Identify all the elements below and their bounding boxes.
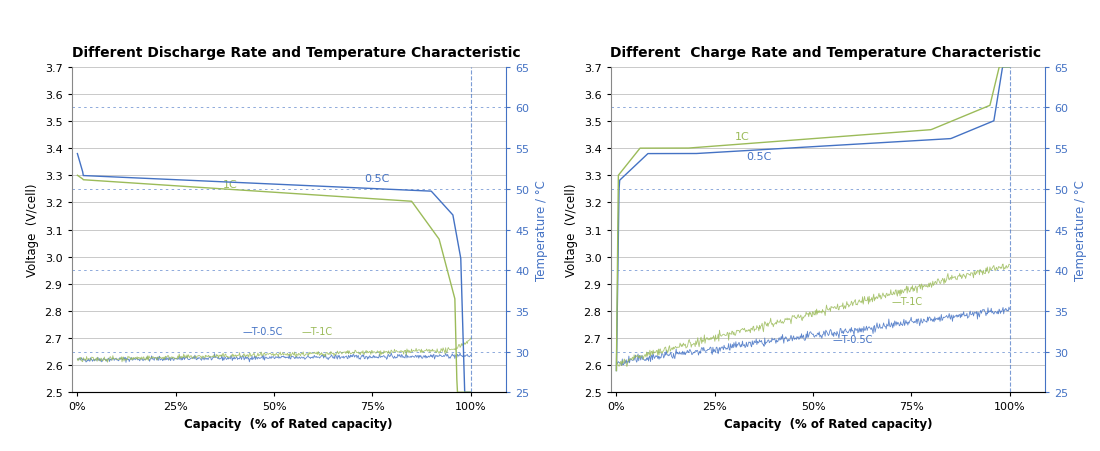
Text: 1C: 1C [735, 132, 749, 142]
Text: 0.5C: 0.5C [746, 152, 771, 161]
Text: 1C: 1C [223, 179, 238, 189]
Y-axis label: Temperature / °C: Temperature / °C [1074, 179, 1087, 281]
Text: 0.5C: 0.5C [364, 174, 389, 184]
Y-axis label: Voltage  (V/cell): Voltage (V/cell) [565, 184, 578, 276]
X-axis label: Capacity  (% of Rated capacity): Capacity (% of Rated capacity) [185, 417, 393, 430]
Text: —T-1C: —T-1C [301, 326, 332, 336]
Text: Different Discharge Rate and Temperature Characteristic: Different Discharge Rate and Temperature… [72, 46, 520, 60]
Y-axis label: Voltage  (V/cell): Voltage (V/cell) [26, 184, 39, 276]
Text: —T-1C: —T-1C [892, 296, 923, 306]
Text: —T-0.5C: —T-0.5C [242, 326, 283, 336]
Text: Different  Charge Rate and Temperature Characteristic: Different Charge Rate and Temperature Ch… [610, 46, 1042, 60]
Y-axis label: Temperature / °C: Temperature / °C [535, 179, 548, 281]
X-axis label: Capacity  (% of Rated capacity): Capacity (% of Rated capacity) [724, 417, 932, 430]
Text: —T-0.5C: —T-0.5C [833, 334, 873, 344]
